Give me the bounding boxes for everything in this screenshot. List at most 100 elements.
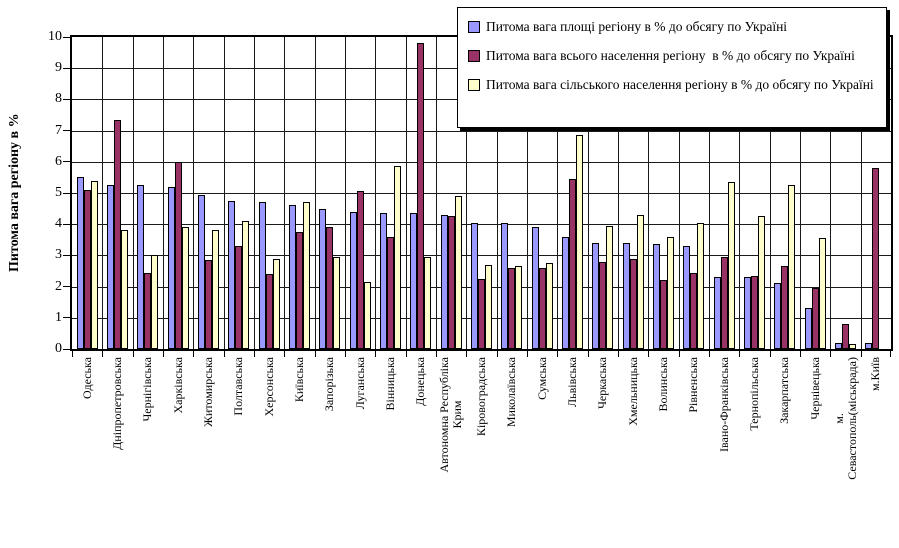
legend-swatch <box>468 50 480 62</box>
y-tick-label: 1 <box>55 309 62 325</box>
y-tick-label: 6 <box>55 153 62 169</box>
x-tick-label: Донецька <box>413 357 428 406</box>
gridline-v <box>769 37 771 349</box>
gridline-v <box>375 37 377 349</box>
y-tick-mark <box>63 286 70 288</box>
legend-item: Питома вага сільського населення регіону… <box>468 77 878 93</box>
bar <box>83 189 91 349</box>
bar <box>289 205 296 349</box>
bar <box>198 194 205 349</box>
bar <box>272 258 280 349</box>
y-tick-label: 0 <box>55 341 62 356</box>
x-tick-mark <box>375 351 377 357</box>
bar <box>363 281 371 349</box>
gridline-v <box>193 37 195 349</box>
gridline-h <box>72 255 891 257</box>
bar <box>774 283 782 349</box>
gridline-v <box>284 37 286 349</box>
x-tick-label: Вінницька <box>383 357 397 411</box>
y-tick-mark <box>63 161 70 163</box>
x-tick-mark <box>132 351 134 357</box>
bar <box>538 267 546 349</box>
gridline-v <box>132 37 134 349</box>
x-tick-label: Житомирська <box>201 357 215 427</box>
bar <box>440 214 448 349</box>
x-tick-mark <box>860 351 862 357</box>
bar <box>242 221 250 349</box>
x-tick-label: Харківська <box>170 357 185 414</box>
bar <box>545 263 553 349</box>
x-tick-label: Луганська <box>352 357 367 410</box>
bar <box>333 256 341 349</box>
bar <box>356 191 364 349</box>
bar <box>849 344 856 349</box>
x-tick-label: Полтавська <box>231 357 246 416</box>
x-tick-mark <box>163 351 164 357</box>
bar <box>515 266 523 349</box>
bar <box>576 135 583 349</box>
bar <box>629 258 637 349</box>
x-tick-label: Сумська <box>534 357 549 400</box>
y-tick-mark <box>63 98 70 100</box>
bar <box>720 256 728 349</box>
bar <box>454 196 462 349</box>
bar <box>531 227 539 349</box>
gridline-v <box>102 37 104 349</box>
x-tick-label: Рівненська <box>686 357 701 413</box>
y-tick-mark <box>63 192 70 194</box>
gridline-h <box>72 224 891 226</box>
bar <box>235 246 243 349</box>
bar <box>636 214 644 349</box>
y-tick-mark <box>63 317 70 319</box>
bar <box>804 308 812 349</box>
bar <box>599 261 607 349</box>
y-tick-mark <box>63 348 70 350</box>
x-tick-label: Дніпропетровська <box>110 357 124 450</box>
bar <box>205 260 212 349</box>
bar <box>424 256 432 349</box>
bar <box>788 185 796 349</box>
x-tick-mark <box>102 351 104 357</box>
y-tick-mark <box>63 130 70 132</box>
x-tick-mark <box>739 351 741 357</box>
y-tick-label: 10 <box>48 29 62 44</box>
gridline-v <box>587 37 589 349</box>
bar <box>447 216 455 349</box>
x-tick-mark <box>314 351 316 357</box>
bar <box>319 208 327 349</box>
gridline-v <box>254 37 255 349</box>
bar <box>258 202 266 349</box>
x-tick-label: Одеська <box>79 357 94 400</box>
x-tick-mark <box>193 351 195 357</box>
gridline-v <box>405 37 407 349</box>
gridline-v <box>557 37 559 349</box>
gridline-v <box>860 37 862 349</box>
gridline-h <box>72 130 891 132</box>
legend-label: Питома вага площі регіону в % до обсягу … <box>486 19 788 34</box>
bar <box>865 342 873 349</box>
x-tick-mark <box>800 351 801 357</box>
bar <box>107 185 114 349</box>
bar <box>606 225 614 349</box>
x-tick-label: Херсонська <box>261 357 276 417</box>
bar <box>380 213 387 349</box>
legend-swatch <box>468 21 480 33</box>
x-tick-mark <box>648 351 650 357</box>
bar <box>811 288 819 349</box>
bar <box>781 266 789 349</box>
bar <box>842 324 849 349</box>
legend-label: Питома вага всього населення регіону в %… <box>486 48 855 63</box>
x-tick-mark <box>72 351 73 357</box>
y-tick-label: 4 <box>55 216 62 232</box>
x-tick-mark <box>466 351 468 357</box>
legend: Питома вага площі регіону в % до обсягу … <box>457 7 887 128</box>
gridline-v <box>648 37 650 349</box>
bar <box>471 222 478 349</box>
x-tick-mark <box>254 351 255 357</box>
x-tick-mark <box>709 351 710 357</box>
bar <box>660 280 667 349</box>
legend-swatch <box>468 79 480 91</box>
bar <box>727 182 735 349</box>
x-tick-label: Чернівецька <box>807 357 822 420</box>
